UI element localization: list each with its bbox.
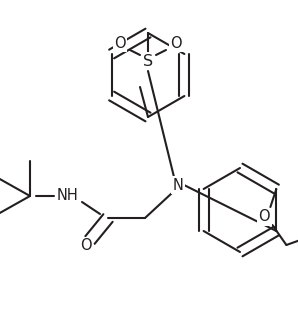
Text: O: O: [259, 210, 270, 224]
Text: S: S: [143, 53, 153, 69]
Text: O: O: [114, 35, 126, 51]
Text: NH: NH: [57, 189, 79, 203]
Text: N: N: [173, 177, 184, 193]
Text: O: O: [80, 238, 92, 254]
Text: O: O: [170, 35, 182, 51]
